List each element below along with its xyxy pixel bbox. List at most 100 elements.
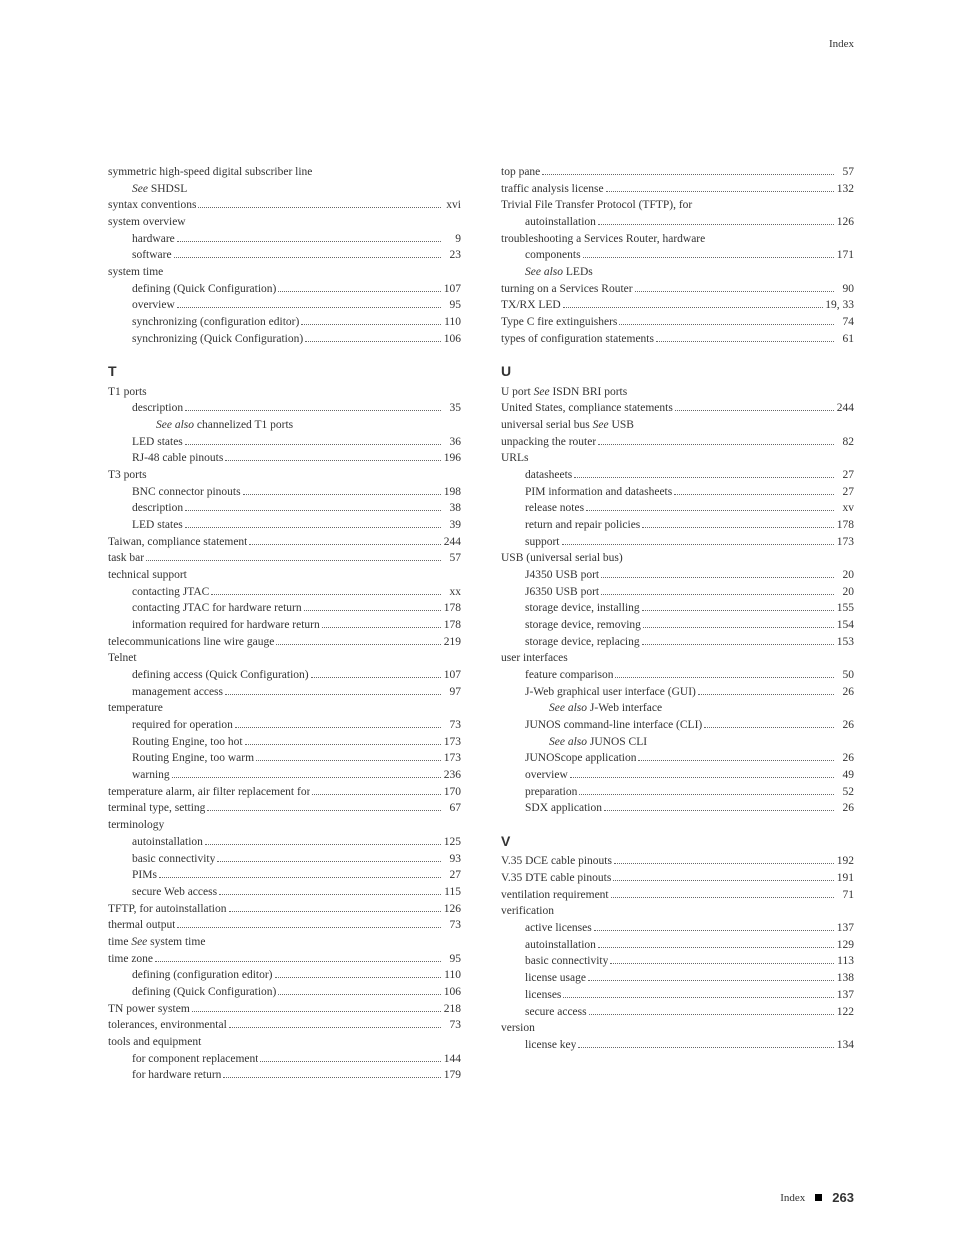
leader-dots [322, 627, 441, 628]
index-entry-label: required for operation [132, 717, 233, 734]
index-entry-label: Taiwan, compliance statement [108, 534, 247, 551]
index-entry-page: 95 [443, 951, 461, 968]
index-entry: See also JUNOS CLI [501, 734, 854, 751]
leader-dots [598, 444, 834, 445]
index-entry-page: 192 [836, 853, 854, 870]
index-entry-page: 173 [443, 734, 461, 751]
index-entry: tools and equipment [108, 1034, 461, 1051]
index-entry: defining (Quick Configuration)107 [108, 281, 461, 298]
leader-dots [276, 644, 441, 645]
leader-dots [159, 877, 441, 878]
leader-dots [589, 1014, 834, 1015]
index-entry-page: 137 [836, 987, 854, 1004]
leader-dots [635, 291, 834, 292]
index-entry: U port See ISDN BRI ports [501, 384, 854, 401]
index-entry: time zone 95 [108, 951, 461, 968]
index-entry: J4350 USB port20 [501, 567, 854, 584]
leader-dots [638, 760, 834, 761]
left-column: symmetric high-speed digital subscriber … [108, 164, 461, 1084]
index-entry: United States, compliance statements244 [501, 400, 854, 417]
index-entry: release notesxv [501, 500, 854, 517]
index-entry-page: 122 [836, 1004, 854, 1021]
index-entry-page: 97 [443, 684, 461, 701]
leader-dots [542, 174, 834, 175]
index-entry: T1 ports [108, 384, 461, 401]
index-entry-page: 170 [443, 784, 461, 801]
index-entry-label: overview [132, 297, 175, 314]
index-entry-label: support [525, 534, 560, 551]
index-entry-label: defining access (Quick Configuration) [132, 667, 309, 684]
index-entry: telecommunications line wire gauge219 [108, 634, 461, 651]
index-entry-page: 52 [836, 784, 854, 801]
index-entry-page: 126 [836, 214, 854, 231]
leader-dots [275, 977, 441, 978]
index-columns: symmetric high-speed digital subscriber … [108, 164, 854, 1084]
index-entry: JUNOScope application26 [501, 750, 854, 767]
index-entry-page: 154 [836, 617, 854, 634]
index-entry-label: defining (configuration editor) [132, 967, 273, 984]
index-entry-label: version [501, 1022, 535, 1034]
index-entry: support 173 [501, 534, 854, 551]
index-entry: task bar 57 [108, 550, 461, 567]
leader-dots [588, 980, 834, 981]
leader-dots [563, 307, 824, 308]
index-entry-label: T3 ports [108, 469, 147, 481]
index-entry-page: 73 [443, 1017, 461, 1034]
index-entry-label: components [525, 247, 581, 264]
leader-dots [174, 257, 441, 258]
index-entry: J-Web graphical user interface (GUI)26 [501, 684, 854, 701]
index-entry-page: 191 [836, 870, 854, 887]
leader-dots [583, 257, 834, 258]
leader-dots [185, 527, 441, 528]
index-entry-label: release notes [525, 500, 584, 517]
index-entry: T3 ports [108, 467, 461, 484]
index-entry-page: 178 [443, 600, 461, 617]
index-entry: synchronizing (configuration editor)110 [108, 314, 461, 331]
index-entry: unpacking the router82 [501, 434, 854, 451]
leader-dots [243, 494, 441, 495]
index-entry-page: 71 [836, 887, 854, 904]
index-entry: overview49 [501, 767, 854, 784]
leader-dots [594, 930, 834, 931]
index-entry-page: 9 [443, 231, 461, 248]
index-entry-page: 173 [836, 534, 854, 551]
index-entry-page: 57 [836, 164, 854, 181]
index-entry-label: storage device, replacing [525, 634, 640, 651]
index-entry-label: PIMs [132, 867, 157, 884]
index-entry-label: TFTP, for autoinstallation [108, 901, 227, 918]
index-entry: TFTP, for autoinstallation126 [108, 901, 461, 918]
index-entry: for hardware return179 [108, 1067, 461, 1084]
index-entry-page: 57 [443, 550, 461, 567]
index-entry-label: autoinstallation [525, 937, 596, 954]
index-entry-label: temperature alarm, air filter replacemen… [108, 784, 310, 801]
leader-dots [192, 1011, 441, 1012]
index-entry: terminology [108, 817, 461, 834]
index-entry-label: basic connectivity [525, 953, 608, 970]
index-entry-label: time zone [108, 951, 153, 968]
index-entry-label: symmetric high-speed digital subscriber … [108, 166, 312, 178]
index-entry-label: synchronizing (configuration editor) [132, 314, 299, 331]
index-section-heading: V [501, 831, 854, 851]
index-entry: datasheets27 [501, 467, 854, 484]
index-entry-label: secure Web access [132, 884, 217, 901]
index-entry-page: 50 [836, 667, 854, 684]
index-entry: universal serial bus See USB [501, 417, 854, 434]
index-entry: time See system time [108, 934, 461, 951]
index-entry-page: 23 [443, 247, 461, 264]
index-entry-page: 178 [836, 517, 854, 534]
index-entry: for component replacement144 [108, 1051, 461, 1068]
index-entry-label: task bar [108, 550, 144, 567]
footer-square-icon [815, 1194, 822, 1201]
index-entry-page: 27 [836, 484, 854, 501]
index-entry: top pane57 [501, 164, 854, 181]
index-entry-label: unpacking the router [501, 434, 596, 451]
index-entry-label: system time [108, 266, 163, 278]
leader-dots [574, 477, 834, 478]
index-entry-page: 26 [836, 750, 854, 767]
index-entry-label: TN power system [108, 1001, 190, 1018]
index-entry-label: J4350 USB port [525, 567, 599, 584]
index-entry-label: tolerances, environmental [108, 1017, 227, 1034]
index-entry-page: 73 [443, 717, 461, 734]
index-entry-page: 173 [443, 750, 461, 767]
index-entry-label: contacting JTAC for hardware return [132, 600, 302, 617]
